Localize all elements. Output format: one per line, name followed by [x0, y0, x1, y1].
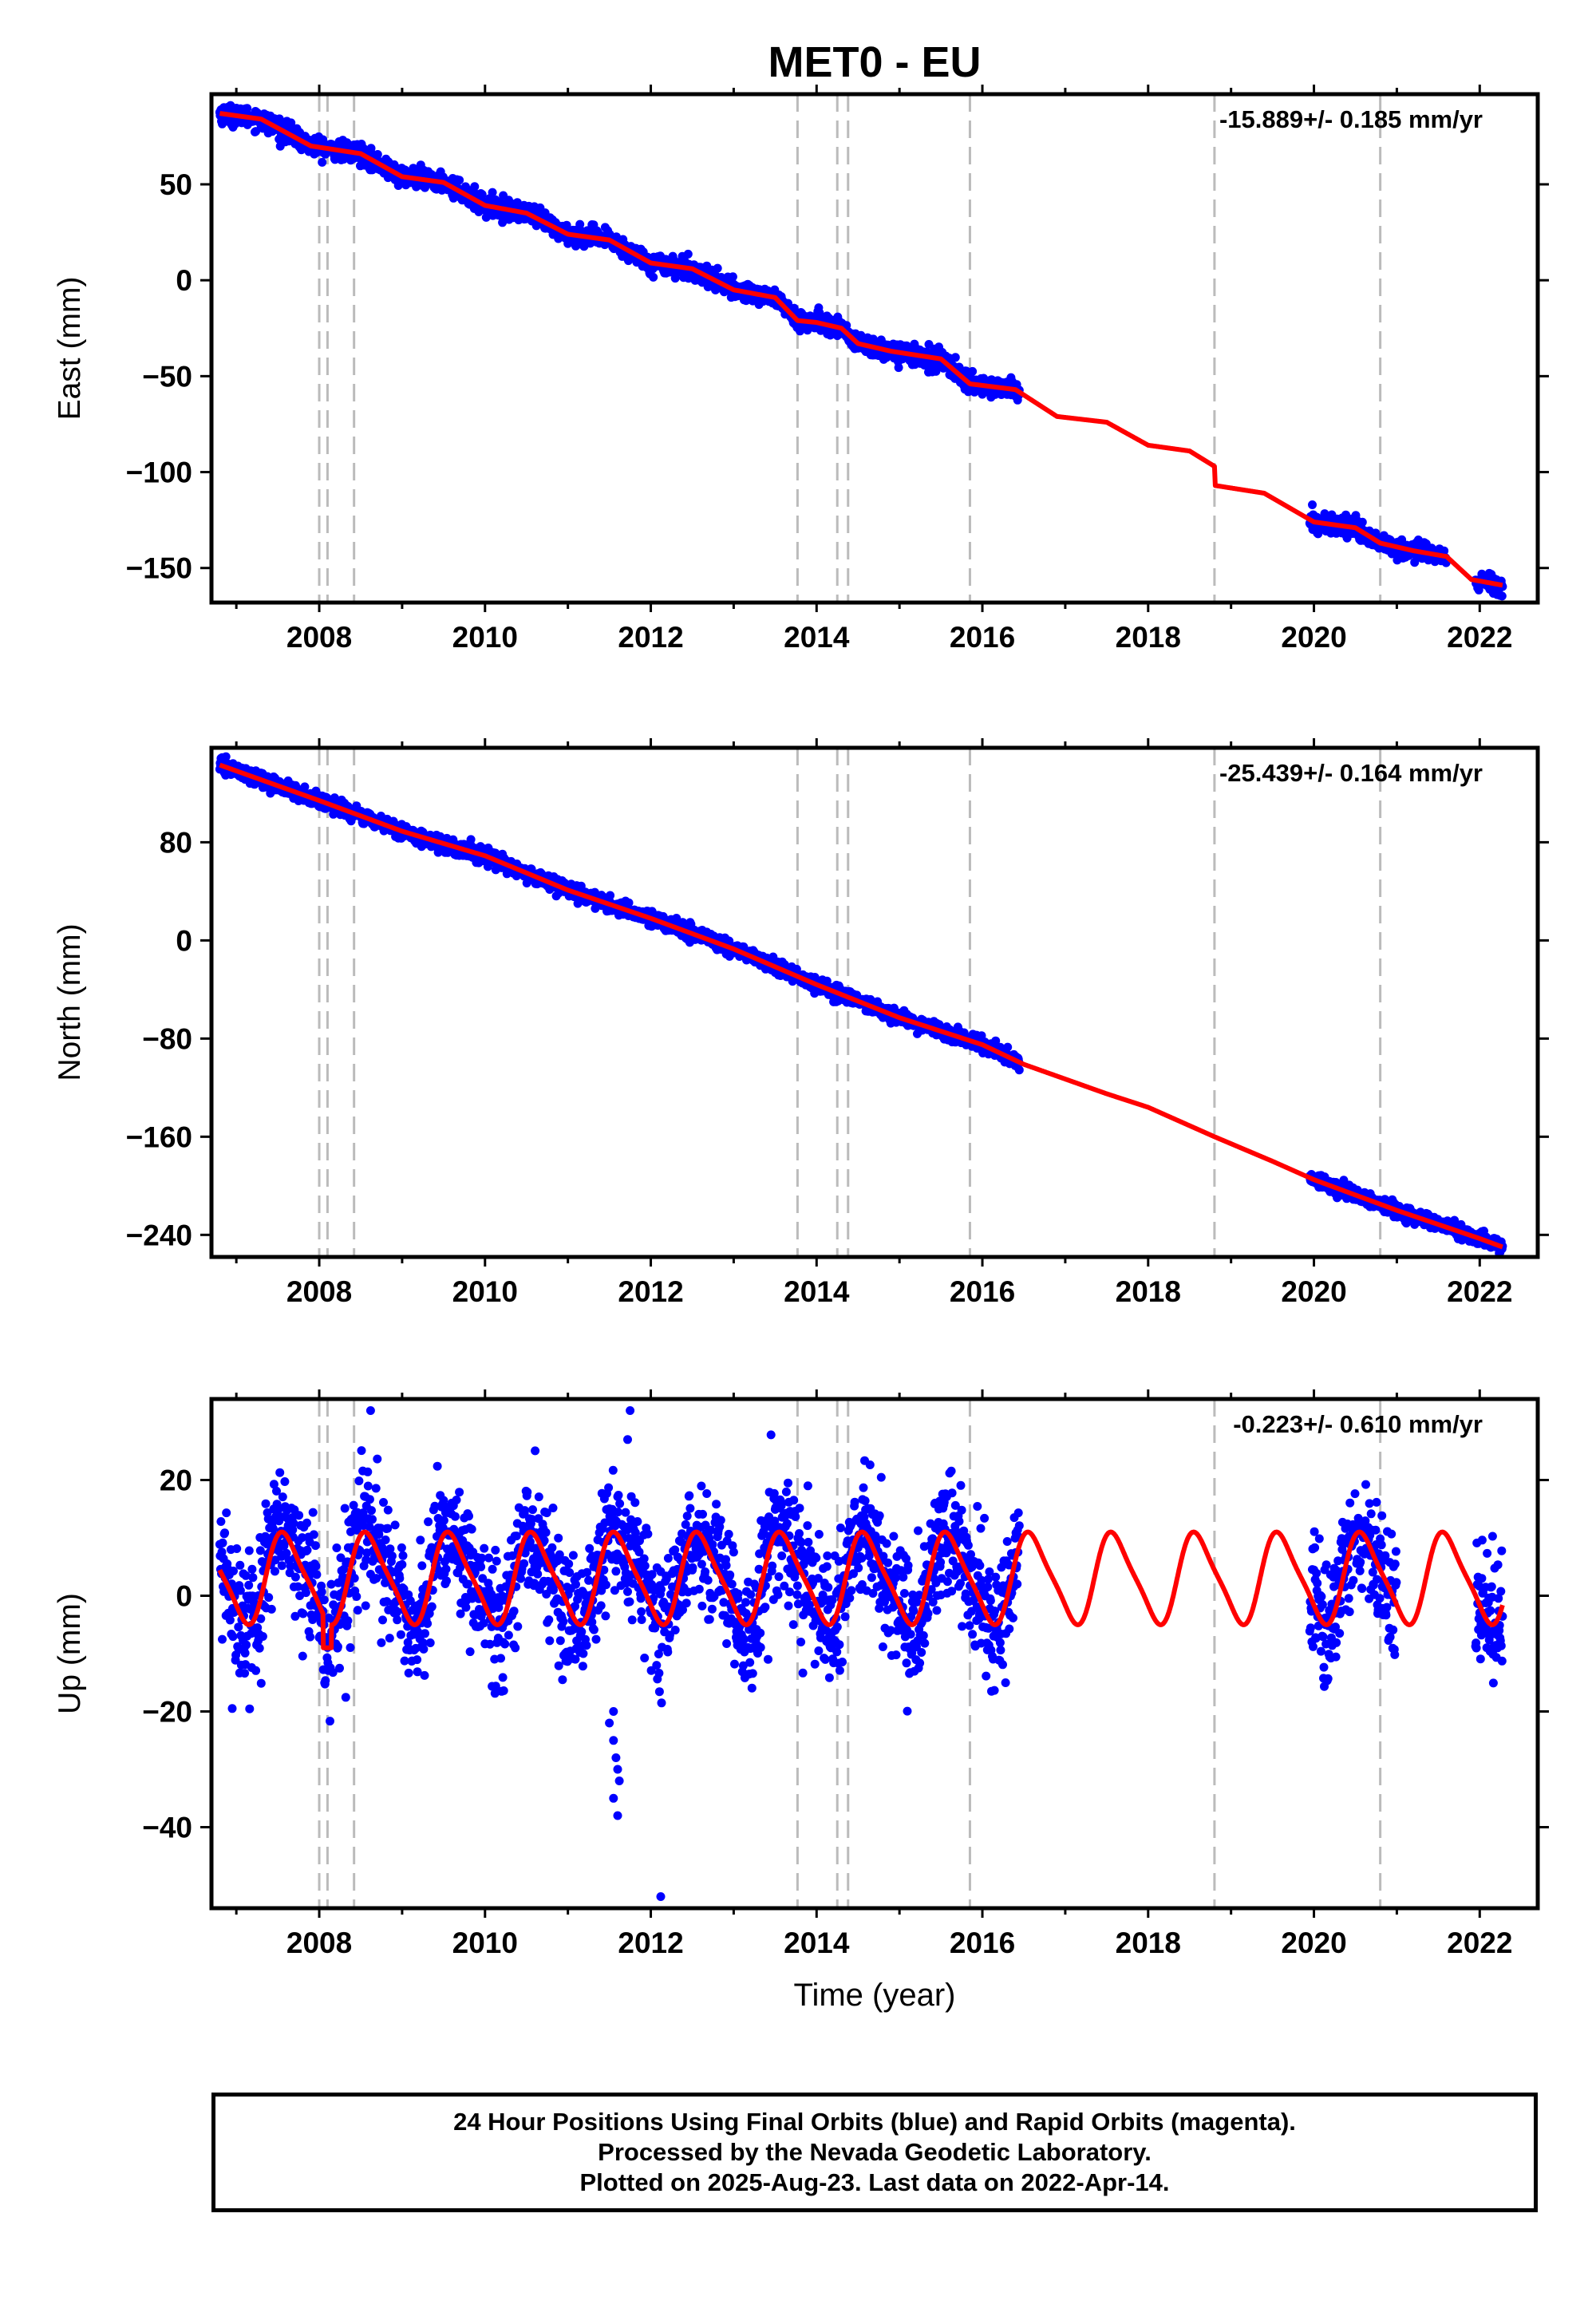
y-tick-label: −160 [126, 1120, 192, 1153]
data-point [624, 898, 634, 907]
data-point [968, 366, 978, 376]
data-point [232, 1544, 242, 1553]
x-tick-label: 2012 [618, 621, 683, 654]
data-point [244, 1580, 254, 1590]
x-tick-label: 2014 [784, 1275, 850, 1308]
data-point [1497, 591, 1507, 601]
data-point [728, 272, 737, 282]
figure-title: MET0 - EU [768, 38, 981, 86]
data-point [373, 150, 382, 159]
y-tick-label: 50 [160, 168, 192, 201]
data-point [251, 1666, 261, 1675]
data-point [216, 1517, 226, 1526]
x-tick-label: 2010 [452, 1275, 518, 1308]
data-point [713, 263, 722, 273]
x-tick-label: 2018 [1116, 1275, 1181, 1308]
rate-label: -25.439+/- 0.164 mm/yr [1219, 759, 1483, 787]
data-point [240, 1669, 250, 1678]
plot-frame [209, 92, 1540, 605]
model-fit-line [217, 111, 1505, 588]
data-point [950, 353, 960, 362]
x-tick-label: 2018 [1116, 621, 1181, 654]
y-tick-label: 0 [176, 924, 192, 957]
y-tick-label: −80 [142, 1022, 192, 1055]
data-point [221, 752, 231, 761]
data-point [244, 1546, 254, 1555]
panel-north: 2008 2010 2012 2014 2016 2018 2020 2022 80 0 −80 −1… [53, 738, 1549, 1308]
data-point [1308, 500, 1317, 509]
data-point [240, 1648, 250, 1658]
y-tick-label: −50 [142, 360, 192, 393]
data-point [894, 363, 903, 373]
data-point [1410, 558, 1420, 567]
data-point [245, 1704, 255, 1713]
data-point [255, 1643, 264, 1653]
y-axis-label: East (mm) [53, 277, 87, 421]
data-point [229, 1567, 238, 1575]
data-point [235, 1560, 245, 1570]
panel-east: 2008 2010 2012 2014 2016 2018 2020 2022 50 0 −50 −1… [53, 85, 1549, 654]
rate-label: -15.889+/- 0.185 mm/yr [1219, 105, 1483, 133]
x-tick-label: 2016 [950, 1275, 1015, 1308]
y-tick-label: 0 [176, 264, 192, 297]
data-point [227, 1704, 237, 1713]
data-point [264, 1593, 274, 1603]
data-point [243, 104, 252, 113]
data-point [228, 1632, 238, 1642]
data-point [488, 188, 497, 197]
data-point [248, 1573, 258, 1583]
data-point [562, 220, 571, 230]
data-point [470, 182, 480, 192]
data-point [649, 272, 658, 282]
y-axis-label: North (mm) [53, 923, 87, 1081]
data-point [222, 1508, 231, 1518]
y-tick-label: −240 [126, 1219, 192, 1251]
data-point [1014, 1065, 1024, 1075]
x-tick-label: 2020 [1281, 1275, 1346, 1308]
data-point [466, 835, 476, 844]
data-point [606, 891, 615, 900]
panel-up: 2008 2010 2012 2014 2016 2018 2020 2022200−20−4… [53, 1389, 1549, 2013]
data-point [218, 1538, 227, 1547]
data-point [318, 157, 327, 167]
data-point [455, 176, 464, 185]
data-point [258, 1632, 267, 1641]
data-point [1314, 529, 1323, 539]
data-point [247, 1564, 257, 1574]
x-tick-label: 2008 [286, 621, 352, 654]
x-tick-label: 2016 [950, 621, 1015, 654]
data-point [683, 249, 693, 259]
data-point [242, 1640, 251, 1650]
y-tick-label: 80 [160, 826, 192, 859]
data-point [218, 1634, 227, 1644]
y-tick-label: −100 [126, 456, 192, 489]
data-point [575, 219, 585, 229]
data-point [261, 1499, 271, 1508]
data-point [220, 1528, 230, 1538]
data-point [796, 326, 804, 336]
data-point [477, 190, 487, 200]
data-point [1357, 517, 1367, 527]
x-tick-label: 2008 [286, 1275, 352, 1308]
x-tick-label: 2014 [784, 621, 850, 654]
x-tick-label: 2022 [1447, 621, 1512, 654]
data-point [300, 782, 310, 792]
panels: 2008 2010 2012 2014 2016 2018 2020 2022 50 0 −50 −1… [53, 85, 1549, 2013]
data-point [225, 1615, 235, 1625]
data-point [789, 303, 799, 313]
data-point [1003, 1042, 1013, 1052]
data-point [256, 1678, 266, 1688]
x-tick-label: 2020 [1281, 621, 1346, 654]
x-tick-label: 2022 [1447, 1275, 1512, 1308]
x-tick-label: 2010 [452, 621, 518, 654]
x-tick-label: 2012 [618, 1275, 683, 1308]
y-tick-label: −150 [126, 552, 192, 585]
